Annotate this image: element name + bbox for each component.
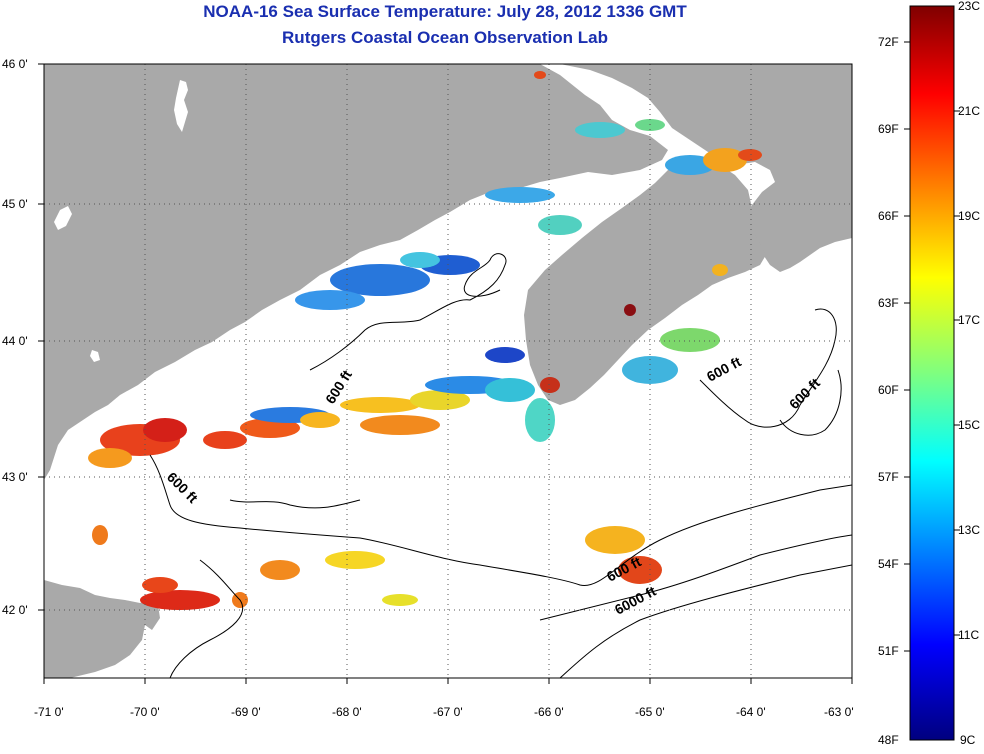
lat-tick-label: 43 0' bbox=[2, 470, 28, 484]
lon-tick-label: -69 0' bbox=[231, 705, 261, 719]
axis-ticks bbox=[38, 63, 853, 684]
lon-tick-label: -66 0' bbox=[534, 705, 564, 719]
lat-tick-label: 44 0' bbox=[2, 334, 28, 348]
land-lake bbox=[174, 80, 188, 132]
land-nova-scotia bbox=[524, 158, 766, 405]
lon-tick-label: -65 0' bbox=[635, 705, 665, 719]
sst-patches bbox=[88, 71, 762, 610]
latitude-labels: 46 0' 45 0' 44 0' 43 0' 42 0' bbox=[2, 57, 28, 617]
lon-tick-label: -68 0' bbox=[332, 705, 362, 719]
lon-tick-label: -67 0' bbox=[433, 705, 463, 719]
longitude-labels: -71 0' -70 0' -69 0' -68 0' -67 0' -66 0… bbox=[34, 705, 854, 719]
lat-tick-label: 42 0' bbox=[2, 603, 28, 617]
land-lake bbox=[90, 350, 100, 362]
land-new-brunswick bbox=[560, 64, 852, 272]
lon-tick-label: -70 0' bbox=[130, 705, 160, 719]
land-cape-cod bbox=[44, 580, 160, 678]
land-maine-new-england bbox=[44, 64, 668, 480]
map-title: NOAA-16 Sea Surface Temperature: July 28… bbox=[203, 2, 687, 21]
lon-tick-label: -63 0' bbox=[824, 705, 854, 719]
lon-tick-label: -71 0' bbox=[34, 705, 64, 719]
lat-tick-label: 45 0' bbox=[2, 197, 28, 211]
lon-tick-label: -64 0' bbox=[736, 705, 766, 719]
map-subtitle: Rutgers Coastal Ocean Observation Lab bbox=[282, 28, 608, 47]
land-lake bbox=[54, 206, 72, 230]
lat-tick-label: 46 0' bbox=[2, 57, 28, 71]
depth-contours bbox=[149, 253, 852, 678]
